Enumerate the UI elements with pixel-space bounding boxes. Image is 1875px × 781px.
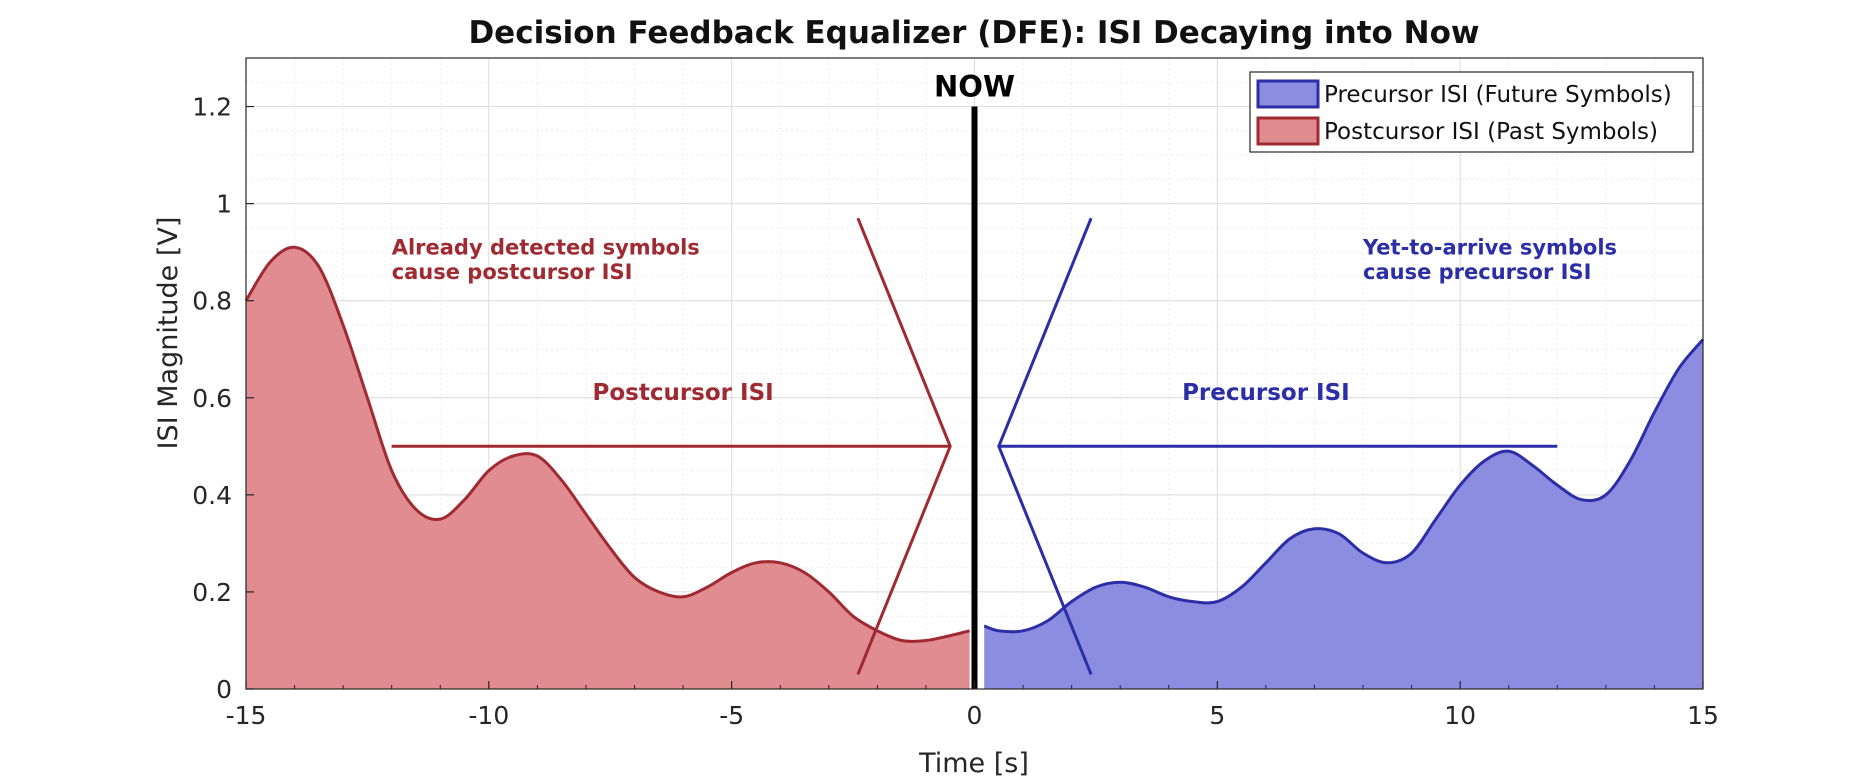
y-tick-label: 1	[216, 190, 232, 219]
now-marker-label: NOW	[934, 70, 1015, 104]
y-tick-label: 1.2	[192, 93, 232, 122]
x-tick-label: 10	[1444, 701, 1476, 730]
arrow-head-postcursor	[856, 217, 952, 675]
y-tick-label: 0	[216, 675, 232, 704]
legend-label-1: Postcursor ISI (Past Symbols)	[1324, 119, 1658, 145]
series-line-0	[983, 338, 1705, 634]
x-tick-label: 0	[967, 701, 983, 730]
x-tick-label: -10	[468, 701, 509, 730]
x-axis-label: Time [s]	[918, 748, 1029, 779]
y-tick-label: 0.4	[192, 481, 232, 510]
x-tick-label: 15	[1687, 701, 1719, 730]
x-tick-label: 5	[1209, 701, 1225, 730]
y-axis-label: ISI Magnitude [V]	[153, 217, 184, 450]
ann-postcursor-line1: Already detected symbols	[392, 236, 700, 260]
y-tick-label: 0.2	[192, 578, 232, 607]
legend: Precursor ISI (Future Symbols) Postcursor…	[1249, 71, 1694, 153]
ann-precursor-mid: Precursor ISI	[1182, 380, 1350, 406]
y-tick-label: 0.8	[192, 287, 232, 316]
x-tick-label: -5	[719, 701, 744, 730]
legend-swatch-0	[1256, 79, 1320, 109]
ann-precursor-line1: Yet-to-arrive symbols	[1362, 236, 1617, 260]
ann-precursor-line2: cause precursor ISI	[1363, 260, 1591, 284]
legend-swatch-1	[1256, 116, 1320, 146]
y-tick-label: 0.6	[192, 384, 232, 413]
series-line-1	[244, 245, 970, 643]
ann-postcursor-line2: cause postcursor ISI	[392, 260, 633, 284]
legend-box	[1249, 71, 1694, 153]
legend-label-0: Precursor ISI (Future Symbols)	[1324, 82, 1672, 108]
arrow-head-precursor	[997, 217, 1093, 675]
ann-postcursor-mid: Postcursor ISI	[592, 380, 773, 406]
series-area-1	[246, 247, 970, 690]
x-tick-label: -15	[226, 701, 267, 730]
series-area-0	[984, 339, 1703, 689]
chart-title: Decision Feedback Equalizer (DFE): ISI D…	[468, 15, 1479, 51]
